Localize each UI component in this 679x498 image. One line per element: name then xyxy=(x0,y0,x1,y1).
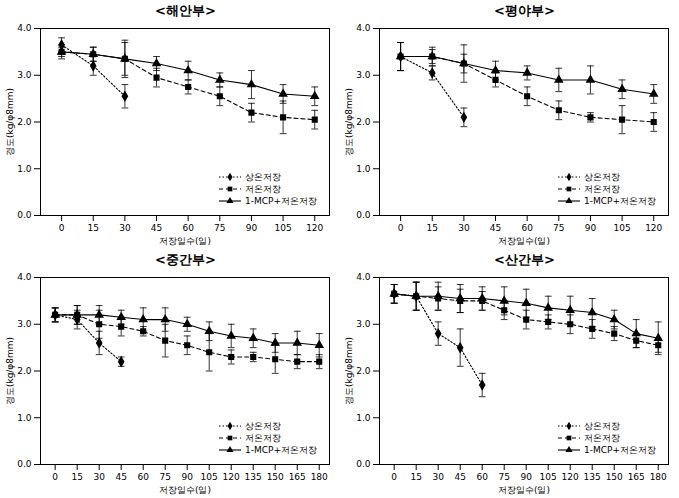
svg-text:1.0: 1.0 xyxy=(17,164,32,174)
html-text:<산간부>: <산간부> xyxy=(494,252,555,267)
svg-text:30: 30 xyxy=(432,472,444,482)
svg-text:75: 75 xyxy=(214,223,225,233)
svg-text:45: 45 xyxy=(151,223,162,233)
svg-text:0.0: 0.0 xyxy=(356,459,371,469)
svg-text:45: 45 xyxy=(115,472,126,482)
svg-text:90: 90 xyxy=(585,223,597,233)
svg-text:3.0: 3.0 xyxy=(356,70,371,80)
svg-text:1.0: 1.0 xyxy=(356,164,371,174)
svg-text:120: 120 xyxy=(562,472,579,482)
svg-text:105: 105 xyxy=(540,472,557,482)
svg-text:15: 15 xyxy=(410,472,421,482)
svg-text:저장일수(일): 저장일수(일) xyxy=(159,236,211,246)
svg-text:105: 105 xyxy=(613,223,630,233)
svg-text:1.0: 1.0 xyxy=(17,413,32,423)
svg-text:165: 165 xyxy=(628,472,645,482)
svg-text:1-MCP+저온저장: 1-MCP+저온저장 xyxy=(245,445,317,455)
svg-text:60: 60 xyxy=(476,472,488,482)
svg-text:120: 120 xyxy=(306,223,323,233)
svg-text:90: 90 xyxy=(246,223,258,233)
svg-text:저장일수(일): 저장일수(일) xyxy=(159,485,211,495)
svg-text:180: 180 xyxy=(311,472,328,482)
html-text:<중간부>: <중간부> xyxy=(155,252,216,267)
svg-text:3.0: 3.0 xyxy=(17,70,32,80)
svg-text:0.0: 0.0 xyxy=(17,210,32,220)
svg-text:165: 165 xyxy=(289,472,306,482)
svg-text:75: 75 xyxy=(498,472,509,482)
svg-text:90: 90 xyxy=(520,472,532,482)
svg-text:0.0: 0.0 xyxy=(356,210,371,220)
svg-text:45: 45 xyxy=(490,223,501,233)
svg-text:30: 30 xyxy=(119,223,131,233)
svg-text:30: 30 xyxy=(458,223,470,233)
svg-text:75: 75 xyxy=(159,472,170,482)
svg-text:60: 60 xyxy=(182,223,194,233)
svg-text:3.0: 3.0 xyxy=(17,319,32,329)
svg-text:45: 45 xyxy=(454,472,465,482)
svg-text:2.0: 2.0 xyxy=(356,117,371,127)
svg-text:135: 135 xyxy=(245,472,262,482)
svg-text:2.0: 2.0 xyxy=(17,117,32,127)
svg-text:상온저장: 상온저장 xyxy=(584,172,620,182)
svg-text:2.0: 2.0 xyxy=(17,366,32,376)
svg-text:120: 120 xyxy=(645,223,662,233)
svg-text:상온저장: 상온저장 xyxy=(584,421,620,431)
svg-text:15: 15 xyxy=(71,472,82,482)
svg-text:30: 30 xyxy=(93,472,105,482)
svg-text:120: 120 xyxy=(223,472,240,482)
svg-text:저온저장: 저온저장 xyxy=(245,184,281,194)
html-text:<평야부>: <평야부> xyxy=(494,3,555,18)
svg-text:15: 15 xyxy=(427,223,438,233)
svg-text:90: 90 xyxy=(181,472,193,482)
svg-text:60: 60 xyxy=(137,472,149,482)
svg-text:0: 0 xyxy=(391,472,397,482)
svg-text:3.0: 3.0 xyxy=(356,319,371,329)
svg-text:4.0: 4.0 xyxy=(17,272,32,282)
svg-text:경도(kg/φ8mm): 경도(kg/φ8mm) xyxy=(344,88,354,156)
svg-text:저장일수(일): 저장일수(일) xyxy=(498,236,550,246)
svg-text:저온저장: 저온저장 xyxy=(584,184,620,194)
svg-text:경도(kg/φ8mm): 경도(kg/φ8mm) xyxy=(5,337,15,405)
svg-text:1-MCP+저온저장: 1-MCP+저온저장 xyxy=(245,196,317,206)
svg-text:1.0: 1.0 xyxy=(356,413,371,423)
svg-text:4.0: 4.0 xyxy=(17,23,32,33)
html-text:<해안부>: <해안부> xyxy=(155,3,216,18)
svg-text:2.0: 2.0 xyxy=(356,366,371,376)
svg-text:75: 75 xyxy=(553,223,564,233)
svg-text:경도(kg/φ8mm): 경도(kg/φ8mm) xyxy=(5,88,15,156)
svg-text:경도(kg/φ8mm): 경도(kg/φ8mm) xyxy=(344,337,354,405)
svg-text:상온저장: 상온저장 xyxy=(245,421,281,431)
svg-text:60: 60 xyxy=(521,223,533,233)
svg-text:저온저장: 저온저장 xyxy=(245,433,281,443)
svg-text:저온저장: 저온저장 xyxy=(584,433,620,443)
svg-text:0: 0 xyxy=(398,223,404,233)
svg-text:1-MCP+저온저장: 1-MCP+저온저장 xyxy=(584,445,656,455)
svg-text:15: 15 xyxy=(88,223,99,233)
svg-text:0: 0 xyxy=(52,472,58,482)
svg-text:1-MCP+저온저장: 1-MCP+저온저장 xyxy=(584,196,656,206)
svg-text:0.0: 0.0 xyxy=(17,459,32,469)
svg-text:상온저장: 상온저장 xyxy=(245,172,281,182)
svg-text:180: 180 xyxy=(650,472,667,482)
svg-text:150: 150 xyxy=(606,472,623,482)
svg-text:105: 105 xyxy=(201,472,218,482)
svg-text:4.0: 4.0 xyxy=(356,272,371,282)
svg-text:135: 135 xyxy=(584,472,601,482)
svg-text:0: 0 xyxy=(59,223,65,233)
svg-text:105: 105 xyxy=(274,223,291,233)
svg-text:저장일수(일): 저장일수(일) xyxy=(498,485,550,495)
svg-text:150: 150 xyxy=(267,472,284,482)
svg-text:4.0: 4.0 xyxy=(356,23,371,33)
